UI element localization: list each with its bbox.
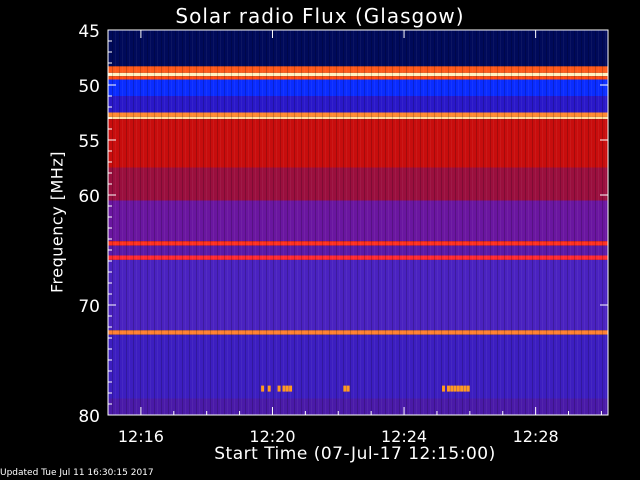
burst-mark	[453, 385, 457, 392]
y-tick-label: 45	[78, 22, 100, 42]
y-tick-label: 50	[78, 77, 100, 97]
burst-markers	[261, 385, 470, 392]
updated-timestamp: Updated Tue Jul 11 16:30:15 2017	[0, 468, 154, 478]
burst-mark	[460, 385, 464, 392]
burst-mark	[446, 385, 450, 392]
burst-mark	[267, 385, 271, 392]
x-tick-label: 12:24	[381, 427, 427, 446]
burst-mark	[456, 385, 460, 392]
burst-mark	[346, 385, 350, 392]
burst-mark	[277, 385, 281, 392]
chart-title: Solar radio Flux (Glasgow)	[175, 4, 465, 28]
y-tick-label: 60	[78, 187, 100, 207]
burst-mark	[289, 385, 293, 392]
y-tick-label: 80	[78, 407, 100, 427]
burst-mark	[285, 385, 289, 392]
burst-mark	[261, 385, 265, 392]
plot-frame	[107, 29, 609, 416]
burst-mark	[463, 385, 467, 392]
streak-overlay	[108, 30, 608, 415]
y-tick-label: 55	[78, 132, 100, 152]
x-axis-label: Start Time (07-Jul-17 12:15:00)	[214, 444, 496, 464]
burst-mark	[466, 385, 470, 392]
x-tick-label: 12:28	[513, 427, 559, 446]
burst-mark	[450, 385, 454, 392]
x-axis: 12:16 12:20 12:24 12:28	[107, 30, 602, 446]
x-tick-label: 12:20	[249, 427, 295, 446]
x-tick-label: 12:16	[118, 427, 164, 446]
burst-mark	[282, 385, 286, 392]
burst-mark	[343, 385, 347, 392]
y-tick-label: 70	[78, 297, 100, 317]
burst-mark	[442, 385, 446, 392]
y-axis: 45 50 55 60 70 80	[78, 22, 608, 427]
